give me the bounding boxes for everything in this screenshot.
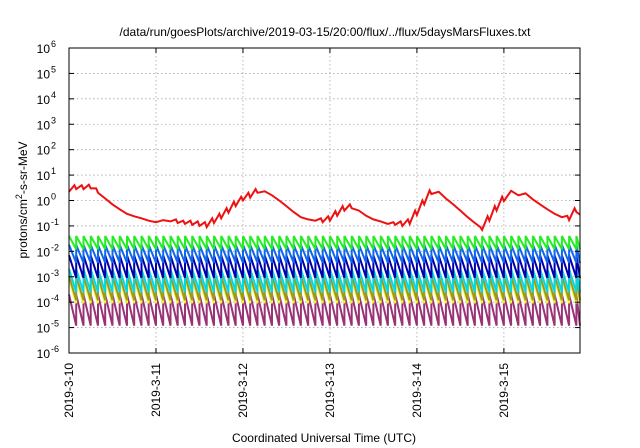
y-tick-exponent: 2 xyxy=(51,141,56,151)
y-tick-label: 10-5 xyxy=(37,319,59,336)
y-tick-exponent: 5 xyxy=(51,64,56,74)
y-tick-label: 102 xyxy=(37,141,56,158)
y-tick-exponent: -5 xyxy=(51,319,59,329)
y-tick-exponent: 0 xyxy=(51,192,56,202)
x-tick-label: 2019-3-13 xyxy=(323,363,337,418)
y-tick-exponent: -6 xyxy=(51,344,59,354)
y-axis: 10-610-510-410-310-210-11001011021031041… xyxy=(37,39,580,361)
y-tick-label: 10-2 xyxy=(37,242,59,259)
y-tick-label: 10-6 xyxy=(37,344,59,361)
y-tick-exponent: -4 xyxy=(51,293,59,303)
series-line xyxy=(68,268,581,293)
x-tick-label: 2019-3-12 xyxy=(236,363,250,418)
x-tick-label: 2019-3-15 xyxy=(497,363,511,418)
y-axis-label: protons/cm2-s-sr-MeV xyxy=(14,141,30,258)
y-tick-label: 100 xyxy=(37,192,56,209)
y-tick-exponent: 6 xyxy=(51,39,56,49)
y-tick-label: 10-1 xyxy=(37,217,59,234)
y-tick-exponent: 3 xyxy=(51,115,56,125)
y-tick-label: 105 xyxy=(37,64,56,81)
series-line xyxy=(68,294,581,326)
x-tick-label: 2019-3-11 xyxy=(149,363,163,417)
y-tick-exponent: 1 xyxy=(51,166,56,176)
y-tick-exponent: -3 xyxy=(51,268,59,278)
series-line xyxy=(68,244,581,264)
x-tick-label: 2019-3-10 xyxy=(62,363,76,418)
chart-title: /data/run/goesPlots/archive/2019-03-15/2… xyxy=(120,25,532,39)
x-axis: 2019-3-10 2019-3-11 2019-3-12 2019-3-13 2019… xyxy=(62,48,511,418)
y-tick-label: 101 xyxy=(37,166,56,183)
y-tick-label: 103 xyxy=(37,115,56,132)
series-line xyxy=(68,254,581,279)
x-axis-label: Coordinated Universal Time (UTC) xyxy=(232,431,416,445)
y-tick-exponent: -2 xyxy=(51,242,59,252)
y-tick-exponent: -1 xyxy=(51,217,59,227)
y-tick-label: 10-3 xyxy=(37,268,59,285)
series-line xyxy=(68,235,581,250)
y-tick-label: 10-4 xyxy=(37,293,59,310)
series-layer xyxy=(68,183,581,326)
x-tick-label: 2019-3-14 xyxy=(410,363,424,418)
y-tick-label: 106 xyxy=(37,39,56,56)
y-tick-label: 104 xyxy=(37,90,56,107)
y-tick-exponent: 4 xyxy=(51,90,56,100)
series-line xyxy=(68,183,581,233)
